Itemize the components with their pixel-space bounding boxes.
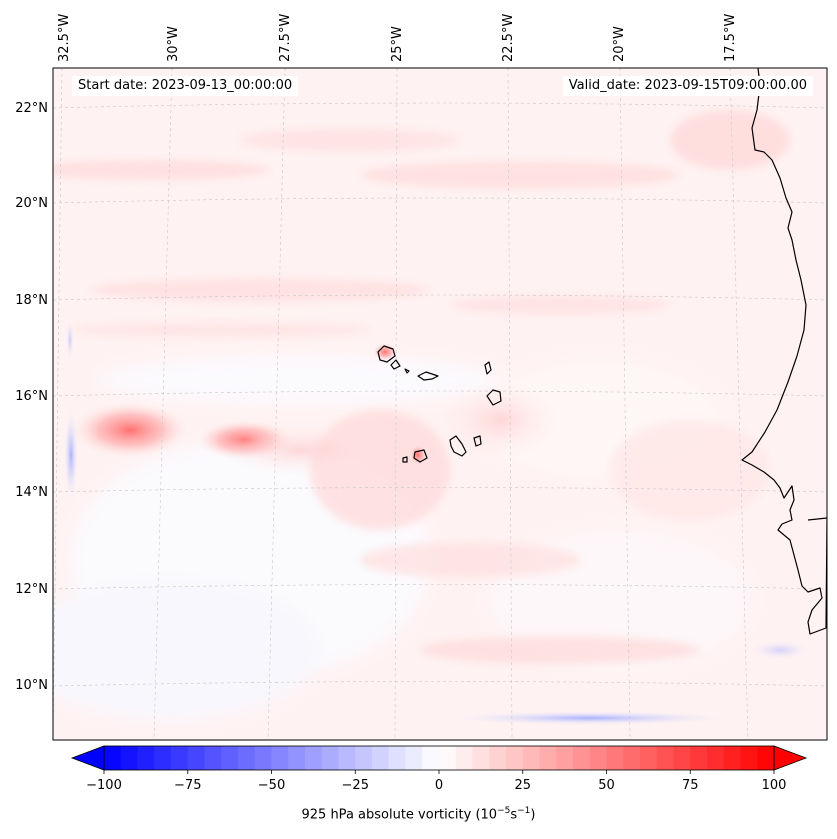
colorbar-block	[656, 746, 674, 770]
longitude-label: 30°W	[166, 26, 181, 62]
latitude-label: 12°N	[15, 582, 48, 597]
latitude-labels: 22°N 20°N 18°N 16°N 14°N 12°N 10°N	[15, 101, 48, 693]
colorbar-tick-label: 25	[514, 778, 531, 793]
colorbar-tick-label: −25	[342, 778, 369, 793]
longitude-labels: 32.5°W 30°W 27.5°W 25°W 22.5°W 20°W 17.5…	[57, 14, 738, 62]
colorbar-block	[707, 746, 725, 770]
colorbar-block	[187, 746, 205, 770]
colorbar-block	[472, 746, 490, 770]
colorbar-block	[556, 746, 574, 770]
vorticity-field	[53, 68, 827, 740]
colorbar-block	[422, 746, 440, 770]
colorbar-color-blocks	[104, 746, 775, 770]
colorbar-block	[204, 746, 222, 770]
african-coastline	[741, 68, 827, 635]
colorbar-block	[271, 746, 289, 770]
colorbar-block	[757, 746, 775, 770]
colorbar-block	[489, 746, 507, 770]
longitude-label: 17.5°W	[723, 14, 738, 62]
colorbar-label-main: 925 hPa absolute vorticity (10	[301, 807, 498, 823]
island-maio	[473, 435, 482, 447]
island-fogo	[413, 449, 428, 463]
longitude-label: 25°W	[390, 26, 405, 62]
colorbar-block	[740, 746, 758, 770]
colorbar-block	[640, 746, 658, 770]
latitude-label: 14°N	[15, 485, 48, 500]
island-santiago	[449, 435, 467, 457]
colorbar-tick-label: 0	[435, 778, 443, 793]
colorbar-block	[539, 746, 557, 770]
colorbar-block	[154, 746, 172, 770]
colorbar-block	[288, 746, 306, 770]
colorbar-tick-label: 75	[682, 778, 699, 793]
island-santo-antao	[377, 345, 396, 363]
graticule-gridlines	[53, 68, 827, 740]
colorbar-block	[104, 746, 122, 770]
latitude-label: 22°N	[15, 101, 48, 116]
latitude-label: 18°N	[15, 293, 48, 308]
colorbar-block	[254, 746, 272, 770]
colorbar-block	[372, 746, 390, 770]
colorbar-block	[238, 746, 256, 770]
colorbar-high-extension	[773, 745, 808, 771]
longitude-label: 27.5°W	[278, 14, 293, 62]
colorbar-block	[221, 746, 239, 770]
colorbar-block	[388, 746, 406, 770]
longitude-label: 22.5°W	[501, 14, 516, 62]
valid-date-label: Valid_date: 2023-09-15T09:00:00.00	[562, 76, 813, 96]
island-sao-nicolau	[417, 371, 439, 381]
colorbar-block	[506, 746, 524, 770]
colorbar-block	[573, 746, 591, 770]
colorbar: −100 −75 −50 −25 0 25 50 75 100	[70, 745, 808, 793]
colorbar-tick-label: −75	[174, 778, 201, 793]
map-frame	[52, 67, 828, 741]
colorbar-block	[606, 746, 624, 770]
colorbar-block	[522, 746, 540, 770]
island-brava	[402, 456, 408, 463]
longitude-label: 20°W	[612, 26, 627, 62]
longitude-label: 32.5°W	[57, 14, 72, 62]
colorbar-block	[305, 746, 323, 770]
colorbar-label-exponent-1: −5	[497, 806, 511, 816]
colorbar-low-extension	[70, 745, 105, 771]
colorbar-block	[723, 746, 741, 770]
island-santa-luzia	[404, 368, 410, 374]
colorbar-label-unit: s	[510, 807, 518, 823]
colorbar-block	[355, 746, 373, 770]
start-date-label: Start date: 2023-09-13_00:00:00	[72, 76, 299, 96]
colorbar-label: 925 hPa absolute vorticity (10−5s−1)	[0, 806, 837, 822]
colorbar-label-exponent-2: −1	[517, 806, 531, 816]
colorbar-block	[321, 746, 339, 770]
colorbar-block	[120, 746, 138, 770]
colorbar-block	[455, 746, 473, 770]
island-sao-vicente	[390, 359, 401, 370]
colorbar-block	[137, 746, 155, 770]
island-boa-vista	[486, 389, 502, 406]
latitude-label: 20°N	[15, 196, 48, 211]
colorbar-block	[338, 746, 356, 770]
colorbar-block	[171, 746, 189, 770]
colorbar-tick-label: −50	[258, 778, 285, 793]
colorbar-block	[439, 746, 457, 770]
colorbar-tick-label: 100	[762, 778, 787, 793]
coastline-outlines	[377, 68, 827, 635]
latitude-label: 10°N	[15, 678, 48, 693]
colorbar-block	[589, 746, 607, 770]
colorbar-tick-label: 50	[598, 778, 615, 793]
colorbar-block	[690, 746, 708, 770]
colorbar-block	[405, 746, 423, 770]
latitude-label: 16°N	[15, 389, 48, 404]
colorbar-block	[623, 746, 641, 770]
island-sal	[484, 361, 492, 375]
colorbar-label-close: )	[530, 807, 536, 823]
colorbar-ticks: −100 −75 −50 −25 0 25 50 75 100	[86, 770, 786, 793]
colorbar-tick-label: −100	[86, 778, 122, 793]
colorbar-block	[673, 746, 691, 770]
